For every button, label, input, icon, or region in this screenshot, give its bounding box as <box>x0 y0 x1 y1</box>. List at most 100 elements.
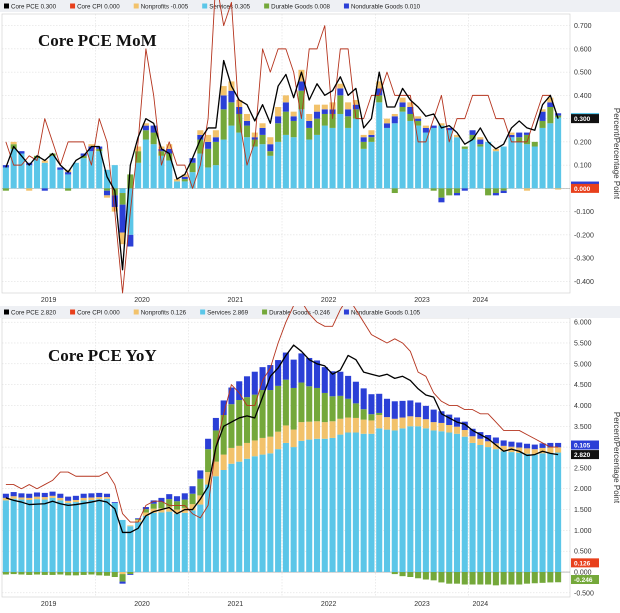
bar-nondurable-goods <box>453 193 461 196</box>
bar-nonprofits <box>290 111 297 117</box>
bar-nondurable-goods <box>251 371 258 395</box>
bar-nonprofits <box>103 195 111 198</box>
bar-nondurable-goods <box>57 167 64 170</box>
bar-nonprofits <box>275 107 282 117</box>
bar-services <box>259 454 266 573</box>
bar-nonprofits <box>352 417 359 433</box>
bar-nondurable-goods <box>267 144 274 152</box>
bar-nondurable-goods <box>313 360 321 388</box>
bar-nondurable-goods <box>547 102 554 107</box>
bar-nonprofits <box>306 421 313 440</box>
legend-label-3: Services 2.869 <box>207 310 248 317</box>
bar-nonprofits <box>415 417 422 427</box>
bar-nondurable-goods <box>80 493 87 498</box>
bar-durable-goods <box>33 155 41 159</box>
bar-services <box>531 454 538 573</box>
bar-nonprofits <box>142 512 149 516</box>
bar-durable-goods <box>492 572 499 586</box>
bar-nondurable-goods <box>275 116 282 124</box>
bar-durable-goods <box>96 148 103 152</box>
bar-services <box>96 151 103 189</box>
bar-durable-goods <box>220 109 227 140</box>
bar-services <box>158 512 165 573</box>
bar-nondurable-goods <box>555 113 562 116</box>
bar-services <box>166 511 173 573</box>
y-tick-label: 0.100 <box>574 163 592 170</box>
bar-durable-goods <box>189 493 196 505</box>
bar-services <box>453 137 461 189</box>
mom-chart: Core PCE 0.300 Core CPI 0.000 Nonprofits -… <box>0 0 620 306</box>
x-tick-label: 2021 <box>228 297 244 304</box>
bar-nondurable-goods <box>220 400 227 416</box>
legend-swatch-0 <box>4 3 9 9</box>
bar-durable-goods <box>228 404 235 448</box>
bar-nondurable-goods <box>376 393 383 413</box>
bar-durable-goods <box>65 572 72 576</box>
bar-nondurable-goods <box>422 127 429 133</box>
bar-nondurable-goods <box>150 125 157 133</box>
y-tick-label: 0.000 <box>574 570 592 577</box>
bar-durable-goods <box>290 387 297 430</box>
bar-durable-goods <box>127 174 134 189</box>
bar-services <box>220 139 227 189</box>
bar-durable-goods <box>18 572 25 575</box>
bar-services <box>547 123 554 189</box>
bar-nonprofits <box>205 134 212 142</box>
bar-nondurable-goods <box>158 148 165 152</box>
bar-nonprofits <box>88 497 95 500</box>
bar-services <box>446 432 453 573</box>
bar-services <box>492 449 499 573</box>
bar-nondurable-goods <box>492 437 499 444</box>
bar-durable-goods <box>539 572 546 583</box>
bar-nondurable-goods <box>181 176 188 180</box>
bar-nonprofits <box>135 146 142 152</box>
bar-durable-goods <box>197 478 204 496</box>
bar-services <box>508 452 515 573</box>
bar-nondurable-goods <box>360 388 367 410</box>
bar-services <box>477 146 484 189</box>
bar-durable-goods <box>430 572 437 581</box>
bar-services <box>197 504 204 573</box>
bar-nonprofits <box>282 95 289 103</box>
bar-nondurable-goods <box>352 381 359 404</box>
bar-nondurable-goods <box>236 381 243 401</box>
bar-services <box>142 515 149 573</box>
bar-nondurable-goods <box>135 518 142 520</box>
bar-nonprofits <box>88 144 95 147</box>
bar-nondurable-goods <box>243 376 251 398</box>
bar-durable-goods <box>103 188 111 191</box>
bar-nondurable-goods <box>189 486 196 494</box>
bar-services <box>352 432 359 573</box>
bar-nonprofits <box>477 137 484 140</box>
bar-nondurable-goods <box>492 193 499 196</box>
y-tick-label: 4.500 <box>574 382 592 389</box>
bar-durable-goods <box>72 572 79 576</box>
bar-nondurable-goods <box>142 125 149 131</box>
bar-nondurable-goods <box>228 387 235 405</box>
legend-swatch-3 <box>202 3 208 9</box>
bar-nondurable-goods <box>119 204 126 233</box>
bar-durable-goods <box>438 188 445 198</box>
bar-services <box>360 148 367 189</box>
legend-swatch-3 <box>200 309 206 315</box>
bar-durable-goods <box>189 162 196 173</box>
bar-nonprofits <box>360 419 367 434</box>
bar-nonprofits <box>391 418 398 431</box>
bar-nondurable-goods <box>345 375 352 399</box>
y-tick-label: 1.000 <box>574 528 592 535</box>
bar-services <box>103 169 111 189</box>
bar-services <box>477 445 484 573</box>
bar-durable-goods <box>360 141 367 149</box>
bar-durable-goods <box>259 390 266 438</box>
bar-nonprofits <box>438 123 445 126</box>
bar-nonprofits <box>446 425 453 433</box>
bar-durable-goods <box>205 148 212 168</box>
bar-services <box>516 141 523 189</box>
bar-durable-goods <box>275 123 282 142</box>
bar-nonprofits <box>212 130 219 138</box>
bar-durable-goods <box>352 109 359 119</box>
bar-nonprofits <box>555 447 562 453</box>
bar-durable-goods <box>407 572 414 578</box>
bar-nondurable-goods <box>282 102 289 112</box>
bar-nondurable-goods <box>80 153 87 156</box>
